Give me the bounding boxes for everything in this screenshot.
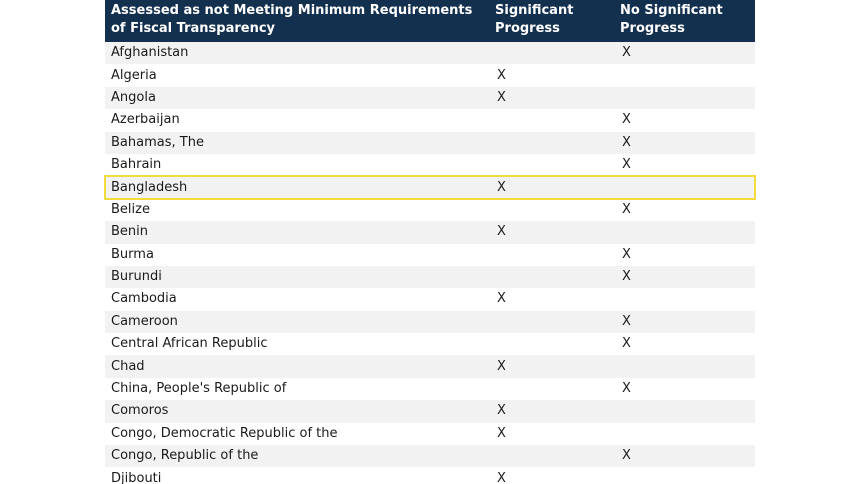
significant-progress-cell: X: [497, 470, 506, 484]
significant-progress-cell: [489, 244, 614, 266]
table-row: China, People's Republic of X: [105, 377, 755, 401]
table-row: Algeria X: [105, 64, 755, 87]
significant-progress-cell: [489, 132, 614, 154]
no-significant-progress-cell: [614, 355, 755, 377]
table-header: Assessed as not Meeting Minimum Requirem…: [105, 0, 755, 42]
table-row: Bahrain X: [105, 153, 755, 177]
significant-progress-cell: [489, 378, 614, 400]
significant-progress-cell: X: [497, 179, 506, 195]
country-cell: Congo, Democratic Republic of the: [111, 425, 338, 441]
no-significant-progress-cell: X: [622, 112, 631, 128]
no-significant-progress-cell: X: [622, 448, 631, 464]
no-significant-progress-cell: X: [622, 313, 631, 329]
significant-progress-cell: [489, 199, 614, 221]
no-significant-progress-cell: [614, 288, 755, 310]
fiscal-transparency-table: Assessed as not Meeting Minimum Requirem…: [105, 0, 755, 484]
significant-progress-cell: [489, 333, 614, 355]
country-cell: Bahamas, The: [111, 134, 204, 150]
significant-progress-cell: X: [497, 89, 506, 105]
country-cell: Bahrain: [111, 157, 162, 173]
table-body: Afghanistan X Algeria X Angola X Azerbaijan X Ba…: [105, 42, 755, 484]
significant-progress-cell: [489, 266, 614, 288]
no-significant-progress-cell: [614, 467, 755, 484]
country-cell: Cambodia: [111, 291, 177, 307]
no-significant-progress-cell: [614, 64, 755, 86]
country-cell: Bangladesh: [111, 179, 188, 195]
table-row: Belize X: [105, 198, 755, 222]
country-cell: Comoros: [111, 403, 169, 419]
country-cell: Algeria: [111, 67, 157, 83]
no-significant-progress-cell: X: [622, 269, 631, 285]
country-cell: Chad: [111, 358, 145, 374]
no-significant-progress-cell: X: [622, 246, 631, 262]
significant-progress-cell: [489, 154, 614, 176]
significant-progress-cell: [489, 109, 614, 131]
significant-progress-cell: X: [497, 358, 506, 374]
country-cell: China, People's Republic of: [111, 381, 287, 397]
header-significant-progress: Significant Progress: [495, 3, 574, 36]
country-cell: Burundi: [111, 269, 162, 285]
significant-progress-cell: X: [497, 67, 506, 83]
country-cell: Afghanistan: [111, 45, 189, 61]
no-significant-progress-cell: [614, 221, 755, 243]
table-row: Cambodia X: [105, 288, 755, 311]
table-row: Burundi X: [105, 265, 755, 289]
table-row: Benin X: [105, 221, 755, 244]
table-row: Bangladesh X: [105, 176, 755, 199]
country-cell: Belize: [111, 201, 150, 217]
header-no-significant-progress: No Significant Progress: [620, 3, 723, 36]
no-significant-progress-cell: X: [622, 201, 631, 217]
significant-progress-cell: [489, 445, 614, 467]
significant-progress-cell: [489, 311, 614, 333]
no-significant-progress-cell: X: [622, 157, 631, 173]
table-row: Azerbaijan X: [105, 109, 755, 132]
table-row: Afghanistan X: [105, 42, 755, 65]
header-country: Assessed as not Meeting Minimum Requirem…: [111, 3, 473, 36]
table-row: Chad X: [105, 355, 755, 378]
country-cell: Benin: [111, 224, 149, 240]
country-cell: Angola: [111, 89, 156, 105]
country-cell: Central African Republic: [111, 336, 268, 352]
no-significant-progress-cell: [614, 87, 755, 109]
no-significant-progress-cell: X: [622, 336, 631, 352]
significant-progress-cell: X: [497, 224, 506, 240]
no-significant-progress-cell: [614, 400, 755, 422]
table-row: Djibouti X: [105, 467, 755, 484]
country-cell: Burma: [111, 246, 154, 262]
no-significant-progress-cell: [614, 176, 755, 198]
table-row: Cameroon X: [105, 310, 755, 334]
significant-progress-cell: [489, 42, 614, 64]
significant-progress-cell: X: [497, 403, 506, 419]
table-row: Angola X: [105, 86, 755, 110]
country-cell: Azerbaijan: [111, 112, 180, 128]
no-significant-progress-cell: [614, 423, 755, 445]
significant-progress-cell: X: [497, 425, 506, 441]
table-row: Bahamas, The X: [105, 131, 755, 154]
table-row: Comoros X: [105, 400, 755, 423]
table-row: Congo, Democratic Republic of the X: [105, 422, 755, 446]
no-significant-progress-cell: X: [622, 381, 631, 397]
table-row: Congo, Republic of the X: [105, 445, 755, 468]
country-cell: Cameroon: [111, 313, 178, 329]
header-row: Assessed as not Meeting Minimum Requirem…: [105, 0, 755, 42]
country-cell: Congo, Republic of the: [111, 448, 259, 464]
significant-progress-cell: X: [497, 291, 506, 307]
no-significant-progress-cell: X: [622, 45, 631, 61]
country-cell: Djibouti: [111, 470, 162, 484]
table-row: Central African Republic X: [105, 333, 755, 356]
no-significant-progress-cell: X: [622, 134, 631, 150]
table-row: Burma X: [105, 243, 755, 266]
